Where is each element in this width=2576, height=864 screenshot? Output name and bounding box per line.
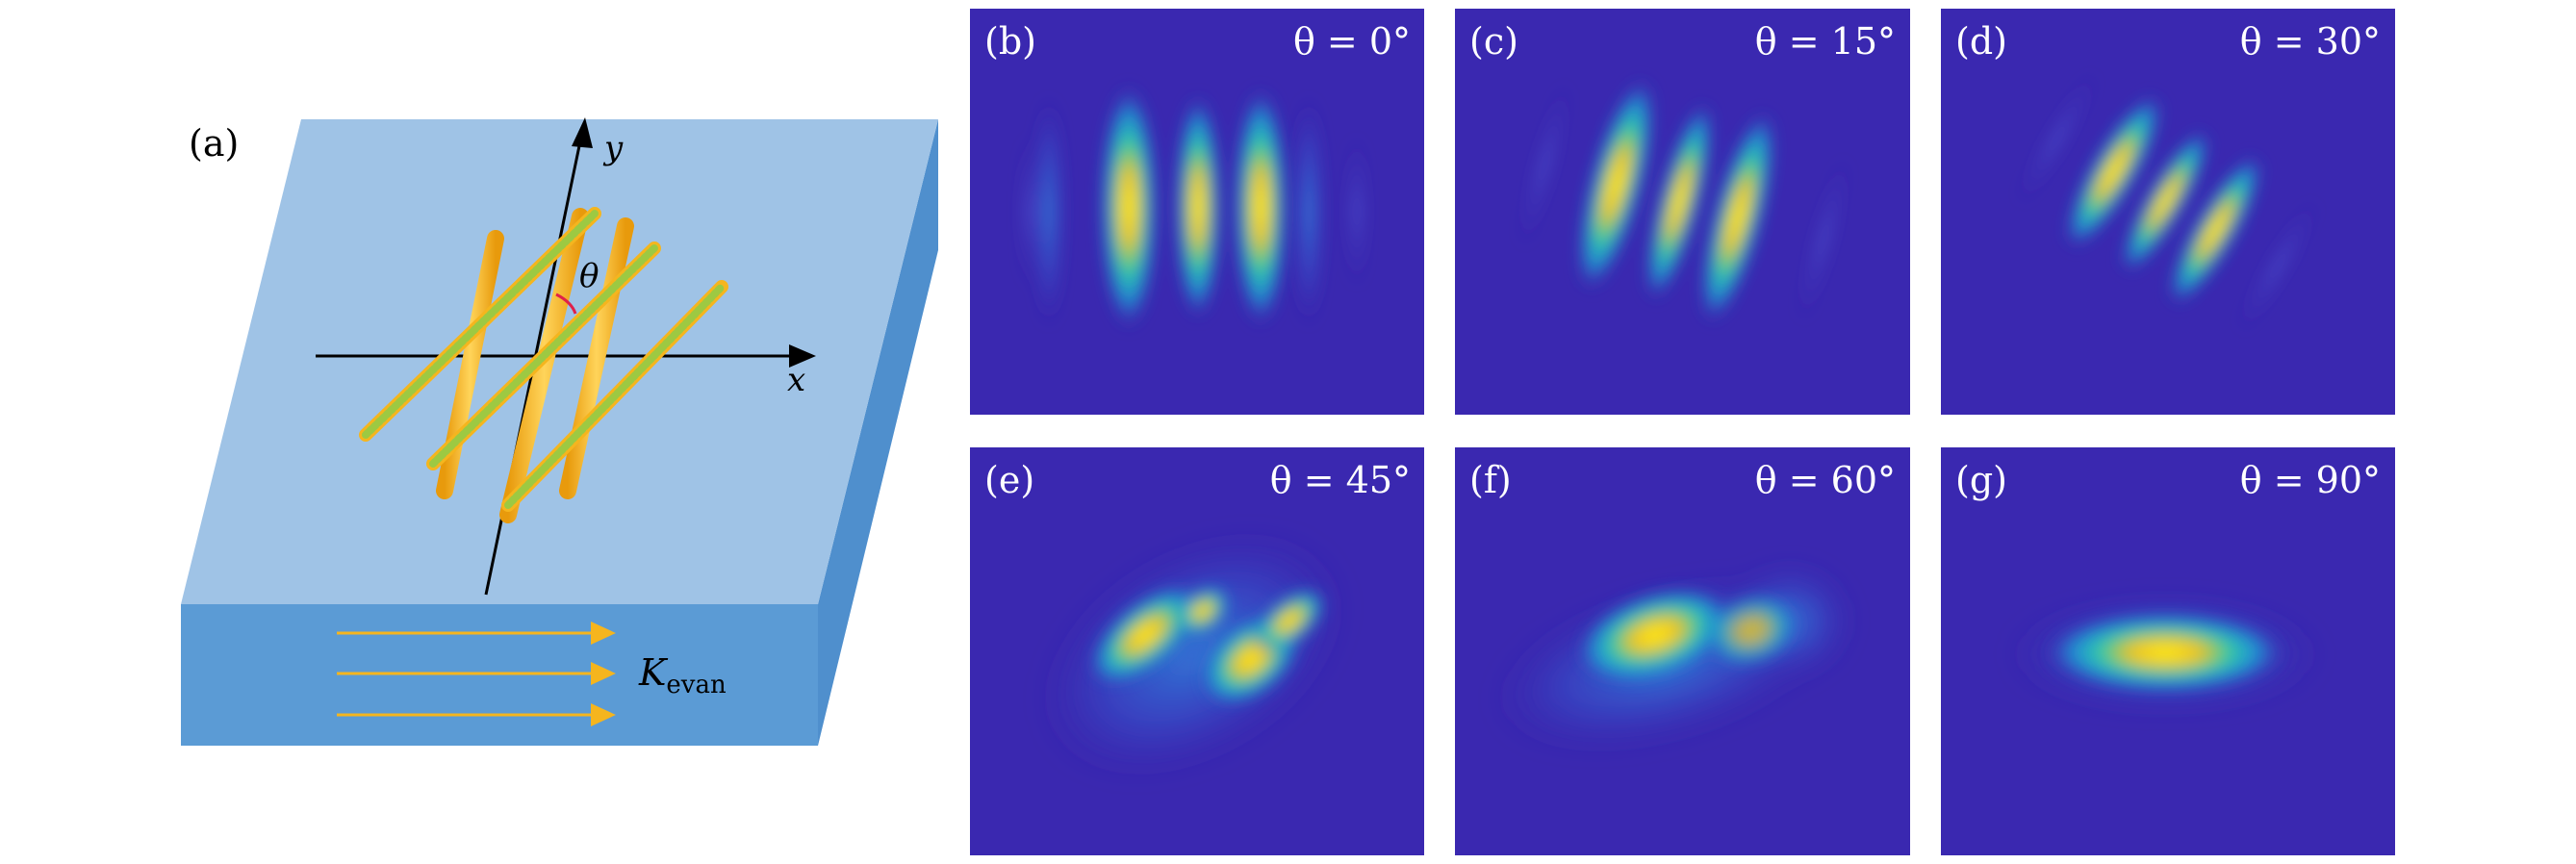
intensity-lobe bbox=[1704, 592, 1798, 669]
panel-d-theta: θ = 30° bbox=[2240, 20, 2381, 63]
panel-e-theta: θ = 45° bbox=[1270, 459, 1411, 501]
panel-f-label: (f) bbox=[1469, 459, 1512, 501]
angle-label: θ bbox=[579, 257, 599, 295]
panel-d-label: (d) bbox=[1955, 20, 2007, 63]
intensity-lobe bbox=[1700, 110, 1775, 324]
intensity-lobe bbox=[1100, 84, 1158, 330]
intensity-lobe bbox=[1253, 587, 1326, 654]
panel-b-label: (b) bbox=[984, 20, 1036, 63]
panel-f-map: (f) θ = 60° bbox=[1455, 447, 1910, 855]
intensity-lobe bbox=[2045, 612, 2285, 693]
panel-c-theta: θ = 15° bbox=[1755, 20, 1896, 63]
tilted-nanorods bbox=[359, 207, 728, 512]
intensity-lobe bbox=[1645, 100, 1714, 302]
intensity-lobe bbox=[2120, 128, 2210, 274]
x-axis-label: x bbox=[787, 361, 805, 399]
intensity-lobe bbox=[1175, 585, 1231, 637]
vertical-rod bbox=[499, 208, 589, 523]
vertical-rod bbox=[559, 217, 634, 499]
panel-e-label: (e) bbox=[984, 459, 1034, 501]
panel-b-theta: θ = 0° bbox=[1293, 20, 1411, 63]
intensity-lobe bbox=[2168, 154, 2263, 306]
x-axis-arrowhead bbox=[789, 344, 816, 368]
panel-f-theta: θ = 60° bbox=[1755, 459, 1896, 501]
intensity-lobe bbox=[1234, 87, 1288, 327]
intensity-lobe bbox=[1575, 586, 1735, 684]
k-evan-label: Kevan bbox=[638, 651, 727, 699]
panel-g-label: (g) bbox=[1955, 459, 2007, 501]
tilted-rod-coating bbox=[429, 244, 658, 468]
panel-a-label: (a) bbox=[189, 122, 239, 165]
intensity-lobe bbox=[2065, 93, 2163, 249]
panel-c-map: (c) θ = 15° bbox=[1455, 9, 1910, 415]
panel-a-schematic: (a) y x θ Kevan bbox=[181, 117, 938, 746]
intensity-lobe bbox=[1577, 77, 1655, 292]
panel-e-map: (e) θ = 45° bbox=[970, 447, 1424, 855]
tilted-rod-coating bbox=[504, 283, 726, 509]
panel-c-label: (c) bbox=[1469, 20, 1518, 63]
substrate-top-face bbox=[181, 119, 938, 604]
panel-d-map: (d) θ = 30° bbox=[1941, 9, 2395, 415]
substrate-side-face bbox=[818, 119, 938, 746]
tilted-rod-coating bbox=[362, 210, 599, 439]
evanescent-wave-arrows bbox=[337, 622, 616, 726]
y-axis-arrowhead bbox=[572, 117, 593, 148]
panel-g-map: (g) θ = 90° bbox=[1941, 447, 2395, 855]
intensity-lobe bbox=[1089, 585, 1201, 685]
panel-b-map: (b) θ = 0° bbox=[970, 9, 1424, 415]
intensity-lobe bbox=[1175, 93, 1221, 320]
y-axis-label: y bbox=[602, 129, 624, 167]
panel-g-theta: θ = 90° bbox=[2240, 459, 2381, 501]
angle-arc bbox=[555, 292, 577, 315]
